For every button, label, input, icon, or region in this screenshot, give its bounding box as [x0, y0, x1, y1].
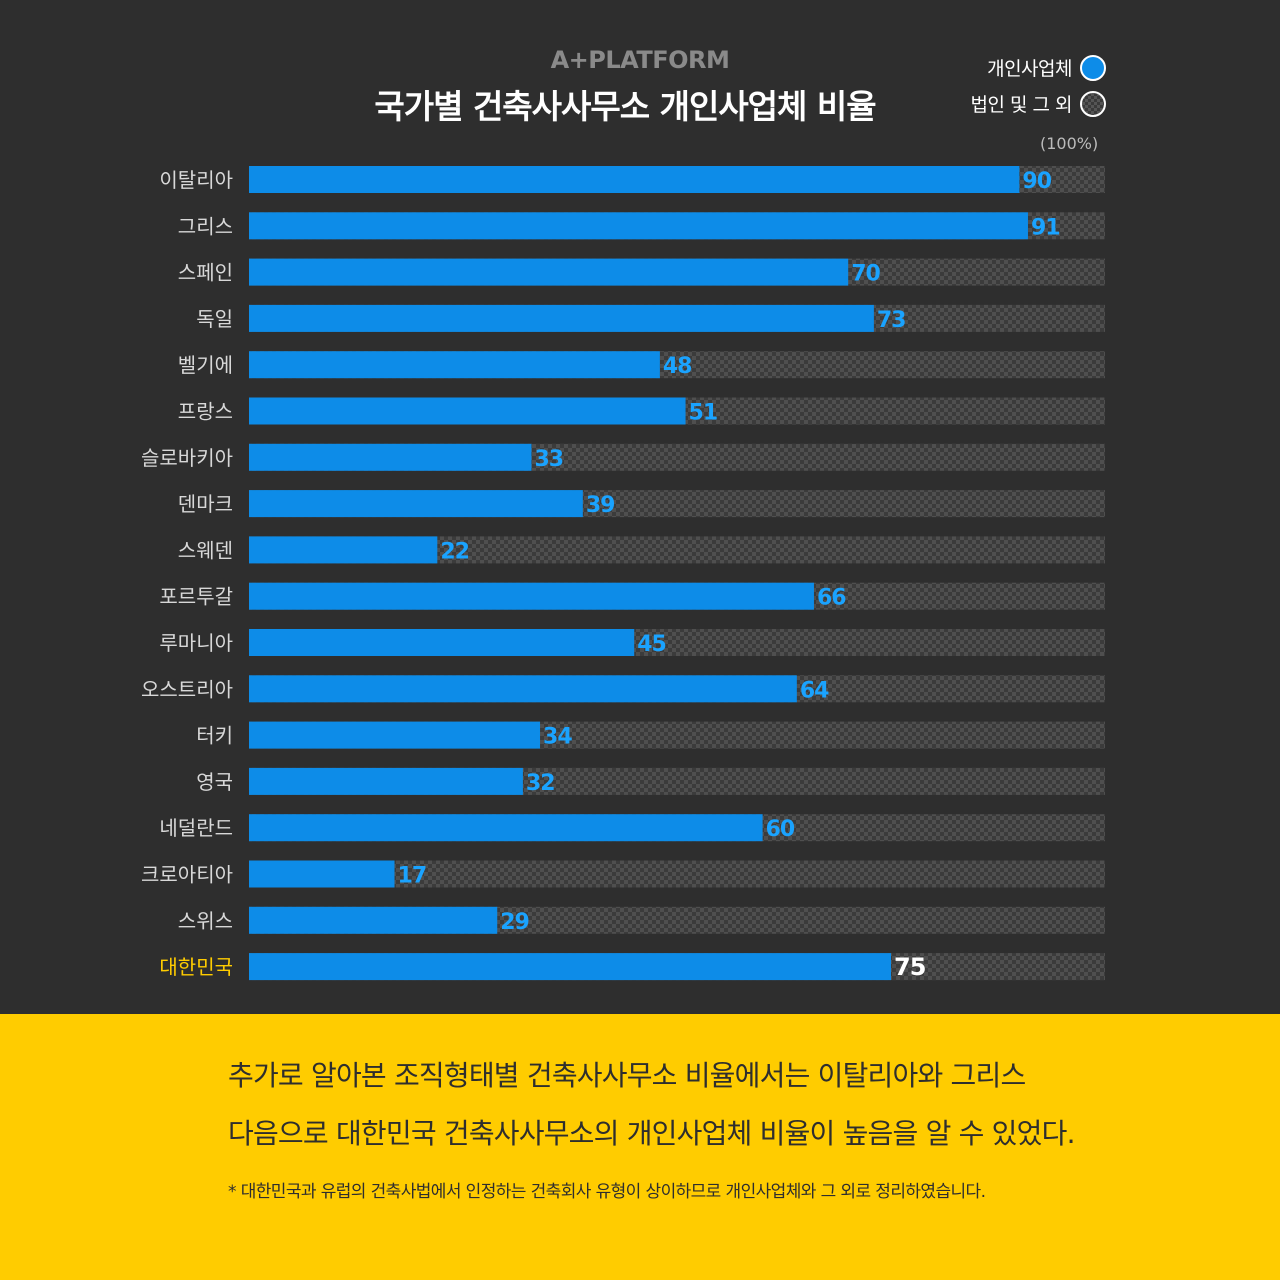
bar-row: 포르투갈 66	[159, 582, 1105, 611]
value-label: 91	[1031, 215, 1060, 240]
value-label: 75	[894, 953, 926, 981]
value-label: 33	[534, 447, 563, 472]
category-label: 스위스	[178, 909, 233, 933]
category-label: 포르투갈	[159, 585, 233, 609]
category-label: 터키	[196, 724, 233, 748]
bar-individual	[249, 860, 395, 888]
bar-individual	[249, 906, 498, 934]
bar-row: 스페인 70	[178, 258, 1105, 287]
category-label: 스페인	[178, 261, 233, 285]
bar-row: 오스트리아 64	[141, 675, 1105, 703]
brand-logo: A+PLATFORM	[550, 46, 730, 74]
value-label: 17	[398, 864, 427, 889]
footer-note: * 대한민국과 유럽의 건축사법에서 인정하는 건축회사 유형이 상이하므로 개…	[228, 1182, 986, 1202]
value-label: 51	[689, 401, 718, 426]
bar-row: 독일 73	[196, 304, 1105, 333]
category-label: 덴마크	[178, 492, 233, 516]
bar-chart: 이탈리아 90 그리스 91 스페인 70 독일 73 벨기에 48 프랑스 51 슬로바키아 33 덴마크…	[141, 166, 1105, 981]
unit-label: (100%)	[1040, 134, 1099, 153]
bar-individual	[249, 629, 635, 656]
footer-line-1: 추가로 알아본 조직형태별 건축사사무소 비율에서는 이탈리아와 그리스	[228, 1059, 1026, 1092]
bar-row: 크로아티아 17	[141, 860, 1105, 889]
category-label: 크로아티아	[141, 863, 233, 887]
chart-title: 국가별 건축사사무소 개인사업체 비율	[374, 87, 876, 126]
bar-row: 덴마크 39	[178, 490, 1105, 518]
bar-individual	[249, 258, 849, 286]
bar-row: 스위스 29	[178, 906, 1105, 935]
bar-row: 이탈리아 90	[159, 166, 1105, 194]
value-label: 64	[800, 678, 829, 703]
category-label: 영국	[196, 770, 233, 794]
value-label: 34	[543, 725, 572, 750]
category-label: 독일	[196, 307, 233, 331]
category-label: 프랑스	[178, 400, 233, 424]
bar-row: 영국 32	[196, 767, 1105, 796]
legend-label-individual: 개인사업체	[987, 58, 1072, 80]
bar-individual	[249, 953, 891, 981]
category-label: 네덜란드	[159, 816, 233, 840]
category-label: 벨기에	[178, 353, 233, 377]
bar-row: 대한민국 75	[159, 953, 1105, 981]
chart-panel: A+PLATFORM 국가별 건축사사무소 개인사업체 비율 개인사업체 법인 …	[141, 46, 1106, 982]
category-label: 슬로바키아	[141, 446, 233, 470]
value-label: 45	[637, 632, 666, 657]
bar-row: 프랑스 51	[178, 397, 1105, 426]
bar-row: 루마니아 45	[159, 629, 1105, 657]
value-label: 29	[500, 910, 529, 935]
bar-individual	[249, 675, 797, 703]
bar-individual	[249, 166, 1020, 193]
bar-individual	[249, 212, 1028, 240]
value-label: 48	[663, 354, 692, 379]
bar-row: 스웨덴 22	[178, 536, 1105, 564]
value-label: 66	[817, 586, 846, 611]
category-label: 루마니아	[159, 631, 233, 655]
bar-row: 네덜란드 60	[159, 814, 1105, 842]
bar-individual	[249, 490, 583, 518]
bar-row: 슬로바키아 33	[141, 443, 1105, 472]
bar-individual	[249, 443, 532, 471]
legend-swatch-individual	[1080, 54, 1106, 81]
footer-panel: 추가로 알아본 조직형태별 건축사사무소 비율에서는 이탈리아와 그리스 다음으…	[0, 1014, 1280, 1280]
value-label: 32	[526, 771, 555, 796]
bar-individual	[249, 397, 686, 425]
legend-swatch-other	[1080, 90, 1106, 117]
bar-individual	[249, 582, 814, 610]
value-label: 70	[851, 262, 880, 287]
value-label: 39	[586, 493, 615, 518]
bar-individual	[249, 536, 438, 564]
bar-individual	[249, 304, 874, 332]
category-label: 오스트리아	[141, 677, 233, 701]
value-label: 22	[440, 539, 469, 564]
category-label: 스웨덴	[178, 538, 233, 562]
bar-individual	[249, 767, 523, 795]
value-label: 90	[1022, 169, 1051, 194]
value-label: 73	[877, 308, 906, 333]
bar-individual	[249, 721, 541, 749]
bar-individual	[249, 351, 660, 379]
legend-item-individual: 개인사업체	[987, 54, 1106, 81]
bar-row: 터키 34	[196, 721, 1105, 750]
bar-row: 벨기에 48	[178, 351, 1105, 379]
category-label: 대한민국	[159, 955, 233, 979]
legend-label-other: 법인 및 그 외	[970, 94, 1072, 116]
bar-individual	[249, 814, 763, 842]
footer-line-2: 다음으로 대한민국 건축사사무소의 개인사업체 비율이 높음을 알 수 있었다.	[228, 1117, 1075, 1150]
bar-row: 그리스 91	[178, 212, 1105, 240]
legend-item-other: 법인 및 그 외	[970, 90, 1106, 117]
category-label: 이탈리아	[159, 168, 233, 192]
category-label: 그리스	[178, 214, 233, 238]
value-label: 60	[766, 817, 795, 842]
